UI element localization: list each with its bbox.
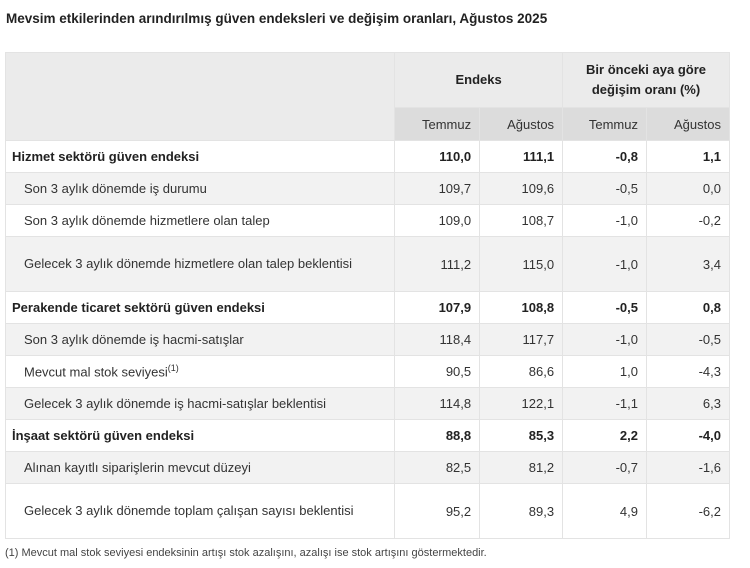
row-label-text: Perakende ticaret sektörü güven endeksi <box>12 300 265 315</box>
cell-value: 2,2 <box>562 419 647 452</box>
cell-value: 117,7 <box>479 323 564 356</box>
row-label-text: İnşaat sektörü güven endeksi <box>12 428 195 443</box>
cell-value: 108,7 <box>479 204 564 237</box>
cell-value: 82,5 <box>394 451 481 484</box>
cell-value: -1,0 <box>562 236 647 292</box>
cell-value: -0,7 <box>562 451 647 484</box>
cell-value: 109,6 <box>479 172 564 205</box>
table-row: Gelecek 3 aylık dönemde toplam çalışan s… <box>4 483 730 539</box>
row-label: Son 3 aylık dönemde iş durumu <box>4 172 396 205</box>
cell-value: -0,5 <box>646 323 730 356</box>
header-sub: Ağustos <box>479 107 564 141</box>
cell-value: -1,1 <box>562 387 647 420</box>
header-sub: Ağustos <box>646 107 730 141</box>
row-label-text: Gelecek 3 aylık dönemde toplam çalışan s… <box>24 503 354 518</box>
cell-value: -0,5 <box>562 172 647 205</box>
cell-value: 86,6 <box>479 355 564 388</box>
row-label: Son 3 aylık dönemde iş hacmi-satışlar <box>4 323 396 356</box>
table-row: Son 3 aylık dönemde hizmetlere olan tale… <box>4 204 730 237</box>
cell-value: 111,1 <box>479 140 564 173</box>
row-label: Perakende ticaret sektörü güven endeksi <box>4 291 396 324</box>
table-row: Hizmet sektörü güven endeksi 110,0 111,1 -0… <box>4 140 730 173</box>
cell-value: 1,1 <box>646 140 730 173</box>
cell-value: -0,5 <box>562 291 647 324</box>
cell-value: 110,0 <box>394 140 481 173</box>
row-label: İnşaat sektörü güven endeksi <box>4 419 396 452</box>
cell-value: 3,4 <box>646 236 730 292</box>
header-corner <box>4 52 396 141</box>
cell-value: 114,8 <box>394 387 481 420</box>
header-sub: Temmuz <box>562 107 647 141</box>
cell-value: 85,3 <box>479 419 564 452</box>
table-row: Perakende ticaret sektörü güven endeksi 1… <box>4 291 730 324</box>
row-label-text: Hizmet sektörü güven endeksi <box>12 149 200 164</box>
cell-value: 107,9 <box>394 291 481 324</box>
table-row: İnşaat sektörü güven endeksi 88,8 85,3 2,2-… <box>4 419 730 452</box>
cell-value: -4,0 <box>646 419 730 452</box>
cell-value: -4,3 <box>646 355 730 388</box>
table-title: Mevsim etkilerinden arındırılmış güven e… <box>6 11 548 26</box>
cell-value: 109,0 <box>394 204 481 237</box>
table-row: Gelecek 3 aylık dönemde hizmetlere olan … <box>4 236 730 292</box>
row-label-text: Gelecek 3 aylık dönemde hizmetlere olan … <box>24 256 353 271</box>
row-label: Gelecek 3 aylık dönemde toplam çalışan s… <box>4 483 396 539</box>
confidence-index-table: Endeks Bir önceki aya göre değişim oranı… <box>4 52 730 539</box>
table-row: Mevcut mal stok seviyesi(1) 90,5 86,6 1,0 -4… <box>4 355 730 388</box>
cell-value: 1,0 <box>562 355 647 388</box>
table-row: Alınan kayıtlı siparişlerin mevcut düzey… <box>4 451 730 484</box>
cell-value: 88,8 <box>394 419 481 452</box>
table-row: Gelecek 3 aylık dönemde iş hacmi-satışla… <box>4 387 730 420</box>
row-label: Son 3 aylık dönemde hizmetlere olan tale… <box>4 204 396 237</box>
cell-value: 108,8 <box>479 291 564 324</box>
row-label-text: Son 3 aylık dönemde iş durumu <box>24 181 207 196</box>
row-label: Gelecek 3 aylık dönemde hizmetlere olan … <box>4 236 396 292</box>
table-row: Son 3 aylık dönemde iş hacmi-satışlar 118… <box>4 323 730 356</box>
cell-value: 0,8 <box>646 291 730 324</box>
row-label-text: Son 3 aylık dönemde hizmetlere olan tale… <box>24 213 270 228</box>
cell-value: 90,5 <box>394 355 481 388</box>
cell-value: -6,2 <box>646 483 730 539</box>
cell-value: 0,0 <box>646 172 730 205</box>
cell-value: -0,2 <box>646 204 730 237</box>
row-label-text: Alınan kayıtlı siparişlerin mevcut düzey… <box>24 460 251 475</box>
cell-value: 111,2 <box>394 236 481 292</box>
cell-value: 115,0 <box>479 236 564 292</box>
header-change-rate: Bir önceki aya göre değişim oranı (%) <box>562 52 730 108</box>
cell-value: -1,6 <box>646 451 730 484</box>
footnote-ref: (1) <box>167 363 179 374</box>
row-label-text: Gelecek 3 aylık dönemde iş hacmi-satışla… <box>24 396 327 411</box>
row-label-text: Mevcut mal stok seviyesi <box>24 364 168 380</box>
cell-value: 118,4 <box>394 323 481 356</box>
row-label: Alınan kayıtlı siparişlerin mevcut düzey… <box>4 451 396 484</box>
row-label: Hizmet sektörü güven endeksi <box>4 140 396 173</box>
cell-value: 109,7 <box>394 172 481 205</box>
row-label: Mevcut mal stok seviyesi(1) <box>4 355 396 388</box>
header-endeks: Endeks <box>394 52 564 108</box>
cell-value: 89,3 <box>479 483 564 539</box>
table-row: Son 3 aylık dönemde iş durumu 109,7 109,6-… <box>4 172 730 205</box>
cell-value: 6,3 <box>646 387 730 420</box>
row-label-text: Son 3 aylık dönemde iş hacmi-satışlar <box>24 332 244 347</box>
cell-value: -0,8 <box>562 140 647 173</box>
cell-value: -1,0 <box>562 204 647 237</box>
footnote: (1) Mevcut mal stok seviyesi endeksinin … <box>5 547 487 559</box>
cell-value: -1,0 <box>562 323 647 356</box>
row-label: Gelecek 3 aylık dönemde iş hacmi-satışla… <box>4 387 396 420</box>
cell-value: 4,9 <box>562 483 647 539</box>
header-sub: Temmuz <box>394 107 481 141</box>
cell-value: 95,2 <box>394 483 481 539</box>
cell-value: 122,1 <box>479 387 564 420</box>
cell-value: 81,2 <box>479 451 564 484</box>
